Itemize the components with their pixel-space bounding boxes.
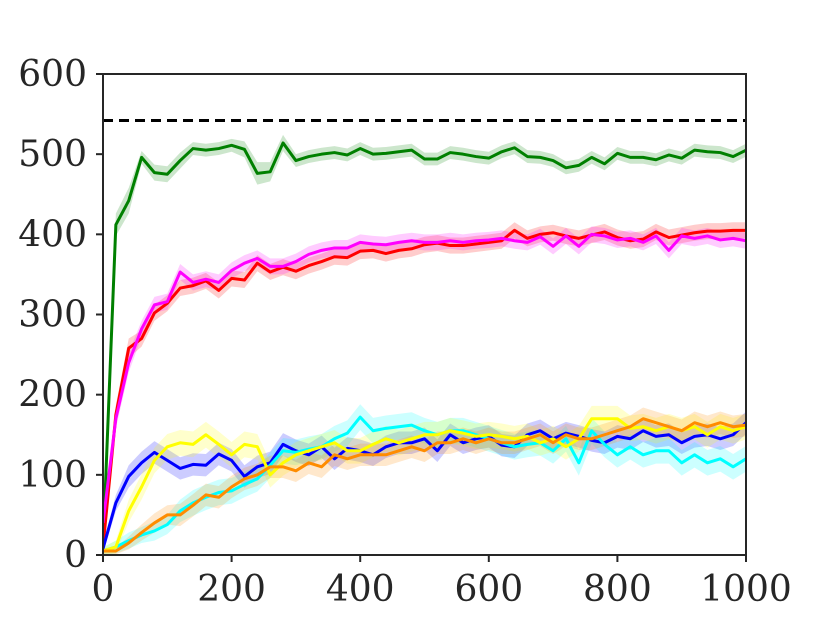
band-series-5 <box>103 404 746 555</box>
y-tick-label: 200 <box>18 375 87 416</box>
x-tick-label: 400 <box>326 569 395 610</box>
y-tick-label: 400 <box>18 214 87 255</box>
series-lines <box>103 141 746 553</box>
line-series-7 <box>103 417 746 553</box>
x-tick-label: 200 <box>197 569 266 610</box>
line-series-6 <box>103 417 746 553</box>
y-tick-label: 0 <box>64 535 87 576</box>
line-series-4 <box>103 421 746 549</box>
y-axis-ticks: 0 100 200 300 400 500 600 <box>18 54 103 576</box>
line-series-3 <box>103 232 746 524</box>
y-tick-label: 300 <box>18 295 87 336</box>
x-tick-label: 600 <box>454 569 523 610</box>
y-tick-label: 100 <box>18 455 87 496</box>
x-axis-ticks: 0 200 400 600 800 1000 <box>92 555 792 610</box>
x-tick-label: 0 <box>92 569 115 610</box>
band-series-1 <box>103 134 746 552</box>
x-tick-label: 1000 <box>700 569 792 610</box>
band-series-3 <box>103 226 746 530</box>
y-tick-label: 500 <box>18 134 87 175</box>
confidence-bands <box>103 134 746 555</box>
line-series-1 <box>103 141 746 548</box>
y-tick-label: 600 <box>18 54 87 95</box>
x-tick-label: 800 <box>583 569 652 610</box>
